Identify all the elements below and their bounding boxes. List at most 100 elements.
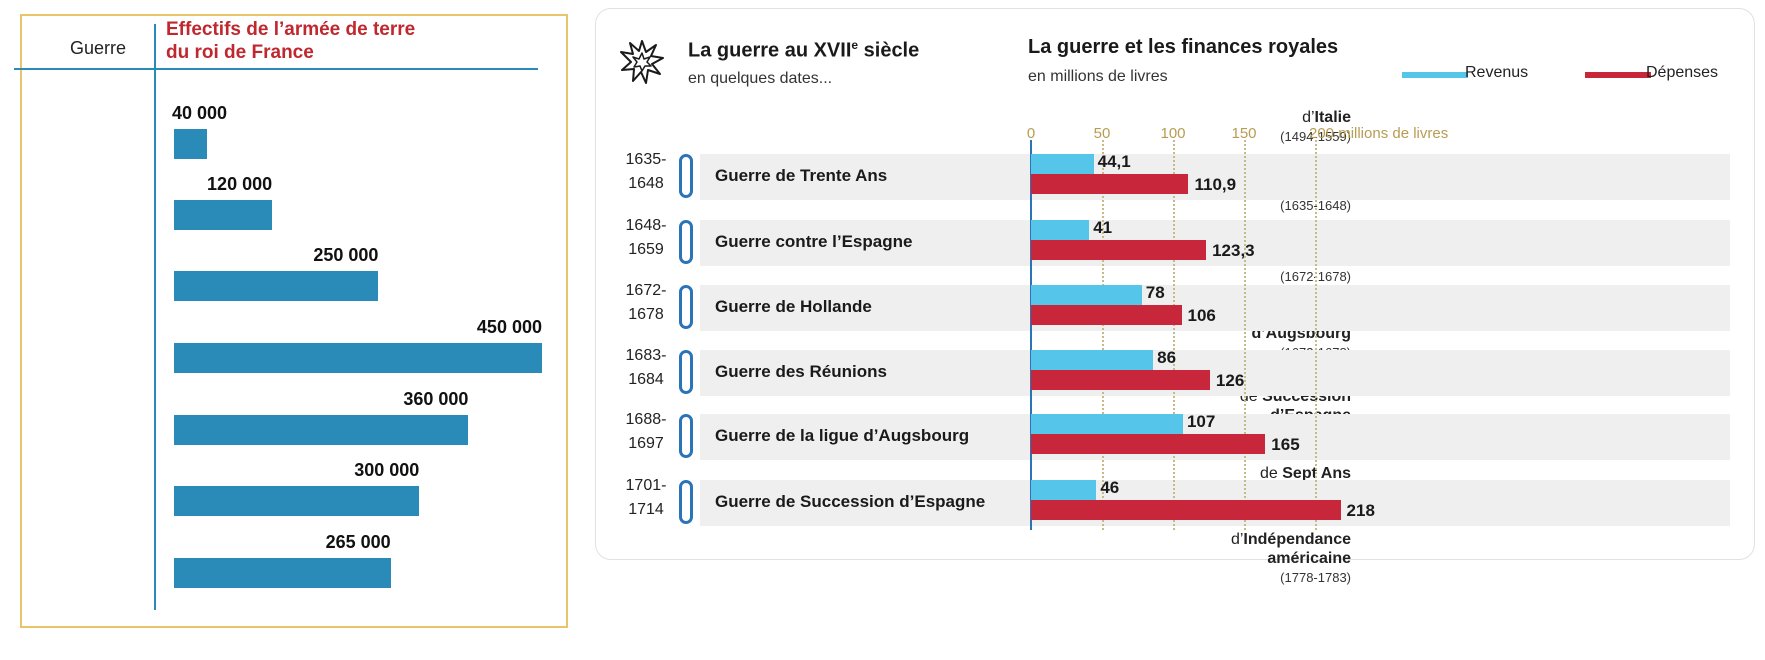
- explosion-burst-icon: [620, 40, 664, 84]
- row-band: [700, 220, 1730, 266]
- depenses-bar: [1031, 174, 1189, 194]
- legend-depenses-swatch: [1585, 72, 1651, 78]
- timeline-marker: [679, 350, 693, 394]
- years-end: 1659: [628, 241, 664, 258]
- years-start: 1635-: [625, 151, 667, 168]
- war-years: 1648- 1659: [620, 214, 672, 262]
- depenses-value-label: 218: [1346, 501, 1375, 520]
- timeline-subtitle: en quelques dates...: [688, 70, 833, 87]
- x-tick-label: 200 millions de livres: [1309, 125, 1449, 142]
- revenus-value-label: 78: [1145, 283, 1165, 302]
- gridline: [1173, 140, 1175, 530]
- war-name: Guerre contre l’Espagne: [715, 232, 913, 251]
- depenses-bar: [1031, 370, 1210, 390]
- legend-revenus-label: Revenus: [1465, 64, 1529, 81]
- timeline-title: La guerre au XVIIe siècle: [688, 38, 920, 62]
- war-years: 1688- 1697: [620, 408, 672, 456]
- army-value-label: 450 000: [476, 317, 542, 337]
- depenses-bar: [1031, 500, 1341, 520]
- gridline: [1315, 140, 1317, 530]
- finances-chart-title: La guerre et les finances royales: [1028, 36, 1339, 58]
- finances-chart-subtitle: en millions de livres: [1028, 68, 1168, 85]
- x-axis-zero-line: [1030, 140, 1032, 530]
- years-end: 1648: [628, 175, 664, 192]
- depenses-value-label: 110,9: [1194, 175, 1237, 194]
- legend-revenus-swatch: [1402, 72, 1468, 78]
- war-name: Guerre des Réunions: [715, 362, 887, 381]
- depenses-bar: [1031, 240, 1207, 260]
- army-value-label: 40 000: [172, 103, 228, 123]
- years-end: 1684: [628, 371, 664, 388]
- timeline-marker: [679, 480, 693, 524]
- war-years: 1701- 1714: [620, 474, 672, 522]
- axis-line: [154, 24, 156, 610]
- army-bar: [174, 129, 207, 159]
- x-tick-label: 100: [1160, 125, 1186, 142]
- timeline-marker: [679, 285, 693, 329]
- depenses-bar: [1031, 305, 1182, 325]
- army-bar: [174, 415, 469, 445]
- revenus-bar: [1031, 220, 1090, 240]
- depenses-value-label: 123,3: [1212, 241, 1255, 260]
- army-bar: [174, 558, 391, 588]
- army-value-label: 360 000: [403, 389, 469, 409]
- timeline-marker: [679, 154, 693, 198]
- revenus-value-label: 46: [1100, 478, 1120, 497]
- timeline-marker: [679, 220, 693, 264]
- army-value-label: 250 000: [313, 245, 379, 265]
- war-dates: (1778-1783): [1280, 570, 1351, 585]
- army-value-label: 120 000: [207, 174, 273, 194]
- x-tick-label: 150: [1231, 125, 1257, 142]
- depenses-bar: [1031, 434, 1266, 454]
- years-end: 1714: [628, 501, 664, 518]
- war-years: 1635- 1648: [620, 148, 672, 196]
- years-start: 1701-: [625, 477, 667, 494]
- gridline: [1102, 140, 1104, 530]
- army-bar: [174, 343, 542, 373]
- depenses-value-label: 165: [1271, 435, 1300, 454]
- years-start: 1648-: [625, 217, 667, 234]
- war-label: d’Indépendance américaine (1778-1783): [1230, 531, 1351, 585]
- war-label: d’Italie (1494-1559): [1280, 109, 1351, 144]
- war-dates: (1672-1678): [1280, 269, 1351, 284]
- war-name: Guerre de Trente Ans: [715, 166, 888, 185]
- row-band: [700, 350, 1730, 396]
- army-bar: [174, 486, 420, 516]
- timeline-marker: [679, 414, 693, 458]
- war-dates: (1494-1559): [1280, 129, 1351, 144]
- revenus-bar: [1031, 480, 1097, 500]
- years-start: 1688-: [625, 411, 667, 428]
- army-chart-title: Effectifs de l’armée de terre du roi de …: [166, 19, 416, 63]
- war-years: 1683- 1684: [620, 344, 672, 392]
- revenus-bar: [1031, 414, 1183, 434]
- army-bar: [174, 200, 273, 230]
- finances-panel: [595, 8, 1755, 560]
- x-tick-label: 0: [1026, 125, 1036, 142]
- gridline: [1244, 140, 1246, 530]
- army-bar: [174, 271, 379, 301]
- war-years: 1672- 1678: [620, 279, 672, 327]
- x-tick-label: 50: [1093, 125, 1111, 142]
- header-divider: [14, 68, 538, 70]
- war-name: Guerre de la ligue d’Augsbourg: [715, 426, 970, 445]
- years-end: 1697: [628, 435, 664, 452]
- war-name: Guerre de Hollande: [715, 297, 872, 316]
- revenus-value-label: 44,1: [1097, 152, 1131, 171]
- column-header-guerre: Guerre: [70, 38, 127, 58]
- years-start: 1672-: [625, 282, 667, 299]
- depenses-value-label: 106: [1187, 306, 1216, 325]
- revenus-bar: [1031, 285, 1142, 305]
- revenus-bar: [1031, 350, 1154, 370]
- army-size-chart-panel: [20, 14, 568, 628]
- army-value-label: 300 000: [354, 460, 420, 480]
- war-name: Guerre de Succession d’Espagne: [715, 492, 986, 511]
- revenus-value-label: 86: [1157, 348, 1177, 367]
- row-band: [700, 154, 1730, 200]
- revenus-value-label: 41: [1093, 218, 1113, 237]
- row-band: [700, 285, 1730, 331]
- revenus-bar: [1031, 154, 1094, 174]
- depenses-value-label: 126: [1215, 371, 1245, 390]
- years-end: 1678: [628, 306, 664, 323]
- years-start: 1683-: [625, 347, 667, 364]
- legend-depenses-label: Dépenses: [1646, 64, 1719, 81]
